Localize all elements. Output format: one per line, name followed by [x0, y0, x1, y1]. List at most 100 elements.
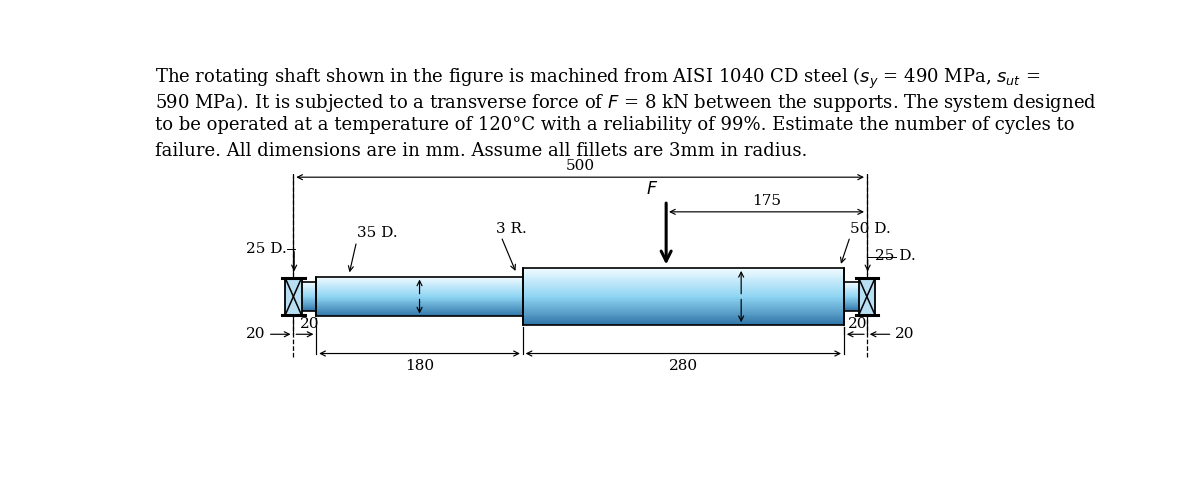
Bar [523, 323, 844, 324]
Bar [523, 296, 844, 297]
Bar [523, 315, 844, 316]
Bar [523, 305, 844, 306]
Text: 50 D.: 50 D. [850, 222, 890, 236]
Bar [523, 273, 844, 274]
Bar [523, 303, 844, 304]
Text: The rotating shaft shown in the figure is machined from AISI 1040 CD steel ($s_y: The rotating shaft shown in the figure i… [155, 66, 1040, 91]
Bar [523, 298, 844, 299]
Bar [317, 286, 523, 287]
Bar [317, 309, 523, 310]
Bar [859, 278, 875, 315]
Text: 180: 180 [404, 359, 434, 373]
Bar [523, 300, 844, 301]
Text: 35 D.: 35 D. [356, 227, 397, 241]
Bar [317, 284, 523, 285]
Bar [317, 315, 523, 316]
Bar [317, 302, 523, 303]
Text: 280: 280 [668, 359, 698, 373]
Text: 20: 20 [895, 327, 914, 341]
Bar [317, 292, 523, 293]
Bar [317, 287, 523, 288]
Bar [523, 289, 844, 290]
Text: 175: 175 [752, 194, 781, 208]
Bar [317, 285, 523, 286]
Bar [523, 275, 844, 276]
Bar [317, 283, 523, 284]
Text: failure. All dimensions are in mm. Assume all fillets are 3mm in radius.: failure. All dimensions are in mm. Assum… [155, 142, 808, 160]
Bar [523, 313, 844, 314]
Bar [317, 289, 523, 290]
Text: 20: 20 [300, 317, 319, 331]
Bar [523, 271, 844, 272]
Bar [523, 299, 844, 300]
Bar [317, 280, 523, 281]
Bar [317, 281, 523, 282]
Bar [317, 277, 523, 278]
Bar [523, 277, 844, 278]
Bar [317, 304, 523, 305]
Bar [523, 310, 844, 311]
Bar [523, 306, 844, 307]
Bar [317, 279, 523, 280]
Bar [317, 278, 523, 279]
Bar [523, 309, 844, 310]
Bar [523, 283, 844, 284]
Bar [523, 290, 844, 291]
Bar [523, 292, 844, 293]
Bar [523, 314, 844, 315]
Bar [317, 294, 523, 295]
Bar [317, 297, 523, 298]
Bar [317, 306, 523, 307]
Bar [317, 311, 523, 312]
Bar [523, 312, 844, 313]
Text: 25 D.: 25 D. [246, 242, 287, 256]
Bar [317, 305, 523, 306]
Bar [317, 303, 523, 304]
Bar [523, 269, 844, 270]
Bar [523, 268, 844, 269]
Text: to be operated at a temperature of 120°C with a reliability of 99%. Estimate the: to be operated at a temperature of 120°C… [155, 116, 1074, 134]
Bar [523, 319, 844, 320]
Bar [523, 288, 844, 289]
Bar [523, 295, 844, 296]
Bar [317, 307, 523, 308]
Bar [523, 297, 844, 298]
Bar [844, 282, 866, 311]
Text: 590 MPa). It is subjected to a transverse force of $F$ = 8 kN between the suppor: 590 MPa). It is subjected to a transvers… [155, 91, 1097, 114]
Bar [317, 277, 523, 316]
Bar [286, 278, 301, 315]
Bar [523, 274, 844, 275]
Bar [523, 322, 844, 323]
Bar [523, 317, 844, 318]
Text: 25 D.: 25 D. [875, 250, 916, 264]
Text: $F$: $F$ [646, 181, 659, 198]
Bar [523, 276, 844, 277]
Bar [317, 295, 523, 296]
Bar [523, 318, 844, 319]
Bar [317, 291, 523, 292]
Bar [523, 285, 844, 286]
Text: 20: 20 [246, 327, 265, 341]
Bar [317, 310, 523, 311]
Bar [317, 313, 523, 314]
Bar [317, 290, 523, 291]
Bar [317, 299, 523, 300]
Bar [523, 286, 844, 287]
Bar [293, 282, 317, 311]
Bar [317, 298, 523, 299]
Bar [523, 272, 844, 273]
Bar [523, 284, 844, 285]
Bar [317, 293, 523, 294]
Bar [317, 296, 523, 297]
Bar [317, 301, 523, 302]
Bar [317, 282, 523, 283]
Bar [317, 300, 523, 301]
Bar [523, 282, 844, 283]
Bar [523, 268, 844, 325]
Bar [523, 304, 844, 305]
Bar [523, 294, 844, 295]
Bar [523, 280, 844, 281]
Bar [523, 311, 844, 312]
Bar [523, 324, 844, 325]
Bar [523, 279, 844, 280]
